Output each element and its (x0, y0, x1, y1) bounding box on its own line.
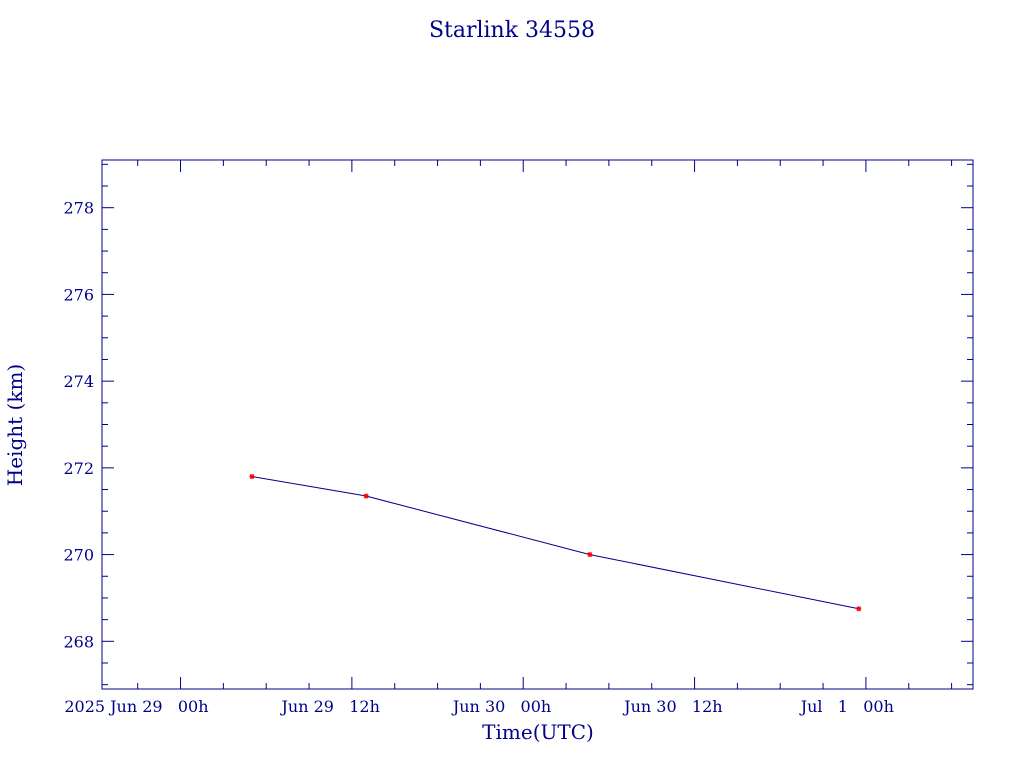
data-point (856, 606, 862, 612)
x-tick-label: Jul 1 00h (799, 697, 894, 716)
x-axis-ticks (137, 160, 953, 689)
data-point (249, 474, 255, 480)
y-tick-label: 268 (63, 632, 94, 651)
y-axis-label: Height (km) (3, 364, 27, 486)
y-axis-tick-labels: 268 270 272 274 276 278 (63, 199, 94, 652)
x-tick-label: Jun 30 00h (451, 697, 551, 716)
series-line (251, 476, 859, 610)
data-point (587, 552, 593, 558)
y-tick-label: 274 (63, 372, 94, 391)
x-tick-label: Jun 29 12h (279, 697, 379, 716)
data-point-stroke (856, 606, 862, 612)
x-tick-label: Jun 30 12h (622, 697, 722, 716)
x-axis-label: Time(UTC) (482, 720, 594, 744)
data-point-stroke (249, 474, 255, 479)
x-axis-tick-labels: 2025 Jun 29 00h Jun 29 12h Jun 30 00h Jun 3… (64, 697, 894, 716)
data-point-stroke (587, 552, 593, 558)
y-tick-label: 278 (63, 199, 94, 218)
x-tick-label: 2025 Jun 29 00h (64, 697, 208, 716)
y-axis-ticks (102, 163, 973, 686)
data-point (363, 493, 369, 499)
y-tick-label: 272 (63, 459, 94, 478)
data-point-stroke (363, 493, 369, 499)
plot-frame (101, 159, 974, 690)
series-group (249, 474, 862, 612)
y-tick-label: 270 (63, 546, 94, 565)
chart-title: Starlink 34558 (429, 18, 595, 43)
y-tick-label: 276 (63, 285, 94, 304)
